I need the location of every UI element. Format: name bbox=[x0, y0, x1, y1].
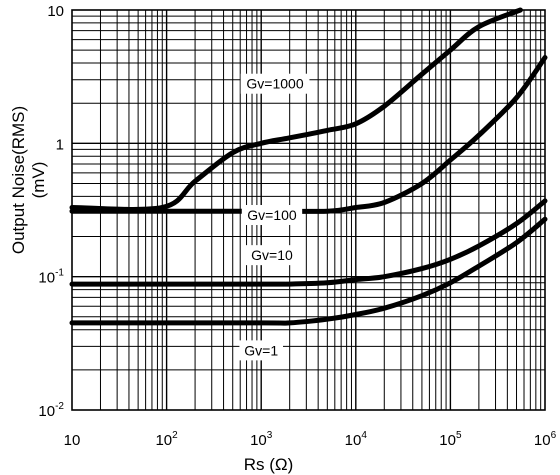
x-tick-label: 10 bbox=[64, 432, 81, 449]
y-tick-label: 10-2 bbox=[38, 401, 64, 420]
x-tick-label: 106 bbox=[534, 430, 557, 449]
x-tick-label: 105 bbox=[439, 430, 462, 449]
y-tick-labels: 10 1 10-1 10-2 bbox=[38, 3, 64, 420]
x-tick-label: 103 bbox=[250, 430, 273, 449]
y-tick-label: 10-1 bbox=[38, 268, 64, 287]
x-tick-label: 102 bbox=[155, 430, 178, 449]
y-tick-label: 10 bbox=[47, 3, 64, 20]
series-label-text: Gv=1 bbox=[244, 342, 278, 358]
x-axis-title: Rs (Ω) bbox=[244, 455, 294, 474]
x-tick-labels: 10 102 103 104 105 106 bbox=[64, 430, 557, 449]
series-label-box bbox=[245, 245, 298, 266]
y-axis-unit: (mV) bbox=[29, 162, 48, 199]
series-label-text: Gv=1000 bbox=[246, 76, 303, 92]
series-label-text: Gv=100 bbox=[247, 207, 297, 223]
x-tick-label: 104 bbox=[345, 430, 368, 449]
series-label-text: Gv=10 bbox=[251, 247, 293, 263]
y-axis-title: Output Noise(RMS) bbox=[9, 106, 28, 254]
y-tick-label: 1 bbox=[56, 136, 64, 153]
series-label-box bbox=[239, 340, 283, 361]
series-labels: Gv=1000 Gv=100 Gv=10 Gv=1 bbox=[239, 73, 310, 361]
series-line-3 bbox=[69, 198, 548, 287]
series-label-3: Gv=10 bbox=[245, 245, 298, 266]
series-line-1 bbox=[69, 7, 523, 212]
series-label-box bbox=[241, 205, 303, 226]
series-label-4: Gv=1 bbox=[239, 340, 283, 361]
series-label-1: Gv=1000 bbox=[240, 73, 310, 94]
series-line-4 bbox=[69, 216, 548, 326]
series-label-2: Gv=100 bbox=[241, 205, 303, 226]
series-label-box bbox=[240, 73, 310, 94]
